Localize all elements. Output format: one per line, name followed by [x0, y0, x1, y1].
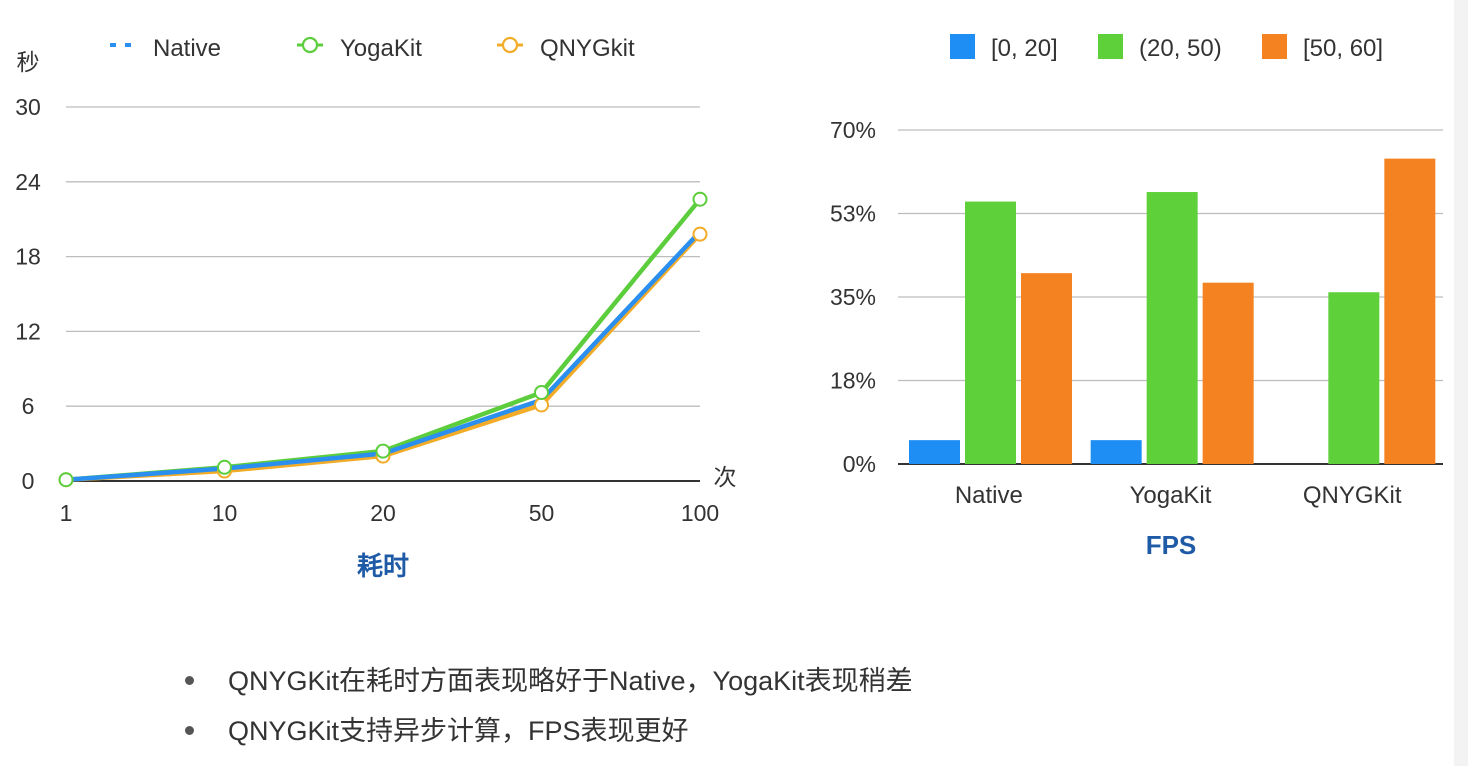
y-axis-unit-label: 秒 — [17, 49, 40, 75]
series-point — [534, 384, 549, 400]
y-tick-label: 0% — [843, 451, 876, 477]
bar-chart-fps: [0, 20] (20, 50) [50, 60] 0% 18% 35% 53% 70% N… — [830, 34, 1443, 560]
legend-label: (20, 50) — [1139, 35, 1222, 62]
y-tick-label: 6 — [22, 393, 35, 419]
bullet-dot-icon — [185, 726, 194, 735]
y-tick-label: 35% — [830, 284, 876, 310]
legend-label: Native — [153, 35, 221, 62]
series-point — [375, 443, 391, 459]
note-item: QNYGKit支持异步计算，FPS表现更好 — [180, 706, 913, 756]
x-tick-label: 50 — [529, 500, 555, 526]
bar-chart-title: FPS — [1146, 530, 1197, 560]
bar-yogakit — [1090, 440, 1142, 464]
line-chart-series — [58, 191, 708, 488]
bar-chart-bars — [909, 158, 1436, 465]
series-point — [217, 459, 232, 475]
legend-label: [50, 60] — [1303, 35, 1383, 62]
legend-marker-circle — [501, 36, 519, 54]
legend-label: [0, 20] — [991, 35, 1058, 62]
x-tick-label: 100 — [681, 500, 719, 526]
series-point — [692, 226, 708, 242]
bar-yogakit — [1146, 192, 1198, 464]
legend-swatch — [1098, 34, 1123, 59]
line-chart-legend: Native YogaKit QNYGkit — [110, 35, 635, 62]
series-point — [58, 472, 74, 488]
legend-swatch — [1262, 34, 1287, 59]
line-chart-grid — [66, 106, 700, 482]
legend-label: QNYGkit — [540, 35, 635, 62]
bar-qnygkit — [1384, 158, 1436, 464]
y-tick-label: 18% — [830, 368, 876, 394]
bar-yogakit — [1202, 282, 1254, 464]
bar-chart-y-ticks: 0% 18% 35% 53% 70% — [830, 117, 876, 477]
y-tick-label: 24 — [15, 169, 41, 195]
bar-chart-legend: [0, 20] (20, 50) [50, 60] — [950, 34, 1383, 62]
x-axis-unit-label: 次 — [714, 464, 737, 490]
y-tick-label: 53% — [830, 201, 876, 227]
bar-qnygkit — [1328, 292, 1380, 464]
line-chart-time: Native YogaKit QNYGkit 秒 0 6 12 18 24 30 1 10 20 5… — [15, 35, 736, 581]
series-point — [534, 397, 549, 413]
legend-swatch — [950, 34, 975, 59]
y-tick-label: 70% — [830, 117, 876, 143]
note-item: QNYGKit在耗时方面表现略好于Native，YogaKit表现稍差 — [180, 656, 913, 706]
y-tick-label: 12 — [15, 318, 41, 344]
x-tick-label: Native — [955, 482, 1023, 509]
x-tick-label: 20 — [370, 500, 396, 526]
line-chart-title: 耗时 — [357, 551, 409, 581]
legend-label: YogaKit — [340, 35, 422, 62]
note-text: QNYGKit在耗时方面表现略好于Native，YogaKit表现稍差 — [228, 666, 913, 696]
bar-native — [909, 440, 960, 464]
bar-native — [1021, 273, 1072, 464]
charts-canvas: Native YogaKit QNYGkit 秒 0 6 12 18 24 30 1 10 20 5… — [15, 34, 1443, 581]
x-tick-label: 10 — [212, 500, 238, 526]
series-line-qnygkit — [63, 231, 703, 483]
bar-chart-x-ticks: Native YogaKit QNYGKit — [955, 482, 1402, 509]
line-chart-x-ticks: 1 10 20 50 100 — [60, 500, 720, 526]
x-tick-label: 1 — [60, 500, 73, 526]
y-tick-label: 18 — [15, 244, 41, 270]
series-point — [692, 191, 708, 207]
legend-marker-circle — [301, 36, 319, 54]
series-line-native — [63, 229, 703, 483]
line-chart-y-ticks: 0 6 12 18 24 30 — [15, 94, 41, 494]
bar-native — [965, 201, 1016, 465]
bullet-dot-icon — [185, 676, 194, 685]
y-tick-label: 0 — [22, 468, 35, 494]
y-tick-label: 30 — [15, 94, 41, 120]
x-tick-label: QNYGKit — [1303, 482, 1402, 509]
x-tick-label: YogaKit — [1130, 482, 1212, 509]
note-text: QNYGKit支持异步计算，FPS表现更好 — [228, 716, 689, 746]
right-edge-strip — [1454, 0, 1468, 766]
summary-notes: QNYGKit在耗时方面表现略好于Native，YogaKit表现稍差 QNYG… — [180, 656, 913, 756]
